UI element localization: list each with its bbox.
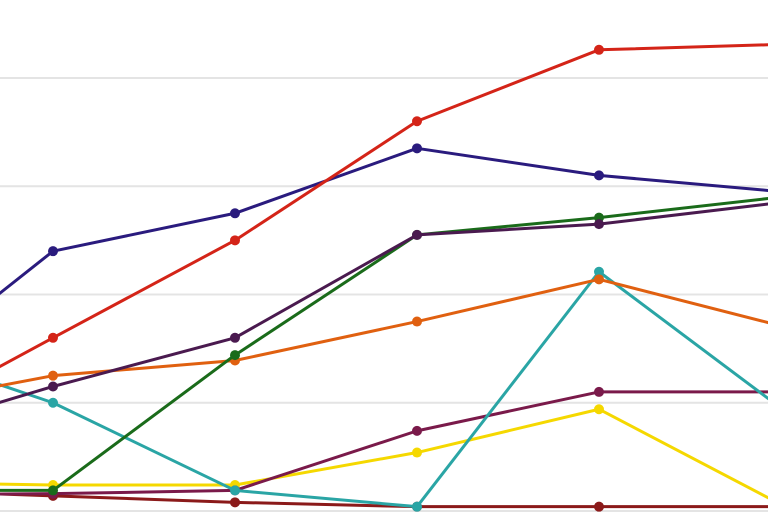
- point-marker: [230, 497, 240, 508]
- point-marker: [594, 386, 604, 397]
- series-line: [0, 277, 768, 388]
- point-marker: [230, 485, 240, 496]
- point-marker: [594, 274, 604, 285]
- point-marker: [594, 266, 604, 277]
- series-line: [0, 390, 768, 496]
- series-line: [0, 196, 768, 492]
- point-marker: [230, 332, 240, 343]
- point-marker: [48, 397, 58, 408]
- point-marker: [230, 235, 240, 246]
- point-marker: [412, 316, 422, 327]
- series-line: [0, 407, 768, 500]
- point-marker: [594, 501, 604, 512]
- point-marker: [48, 332, 58, 343]
- series-line: [0, 270, 768, 509]
- point-marker: [594, 404, 604, 415]
- point-marker: [594, 170, 604, 181]
- point-marker: [594, 219, 604, 230]
- point-marker: [48, 370, 58, 381]
- point-marker: [594, 44, 604, 55]
- point-marker: [412, 143, 422, 154]
- point-marker: [48, 381, 58, 392]
- point-marker: [230, 350, 240, 361]
- series-line: [0, 202, 768, 404]
- point-marker: [412, 501, 422, 512]
- point-marker: [412, 447, 422, 458]
- point-marker: [412, 116, 422, 127]
- point-marker: [412, 229, 422, 240]
- point-marker: [230, 208, 240, 219]
- series-line: [0, 43, 768, 369]
- point-marker: [412, 425, 422, 436]
- point-marker: [48, 246, 58, 257]
- point-marker: [48, 485, 58, 496]
